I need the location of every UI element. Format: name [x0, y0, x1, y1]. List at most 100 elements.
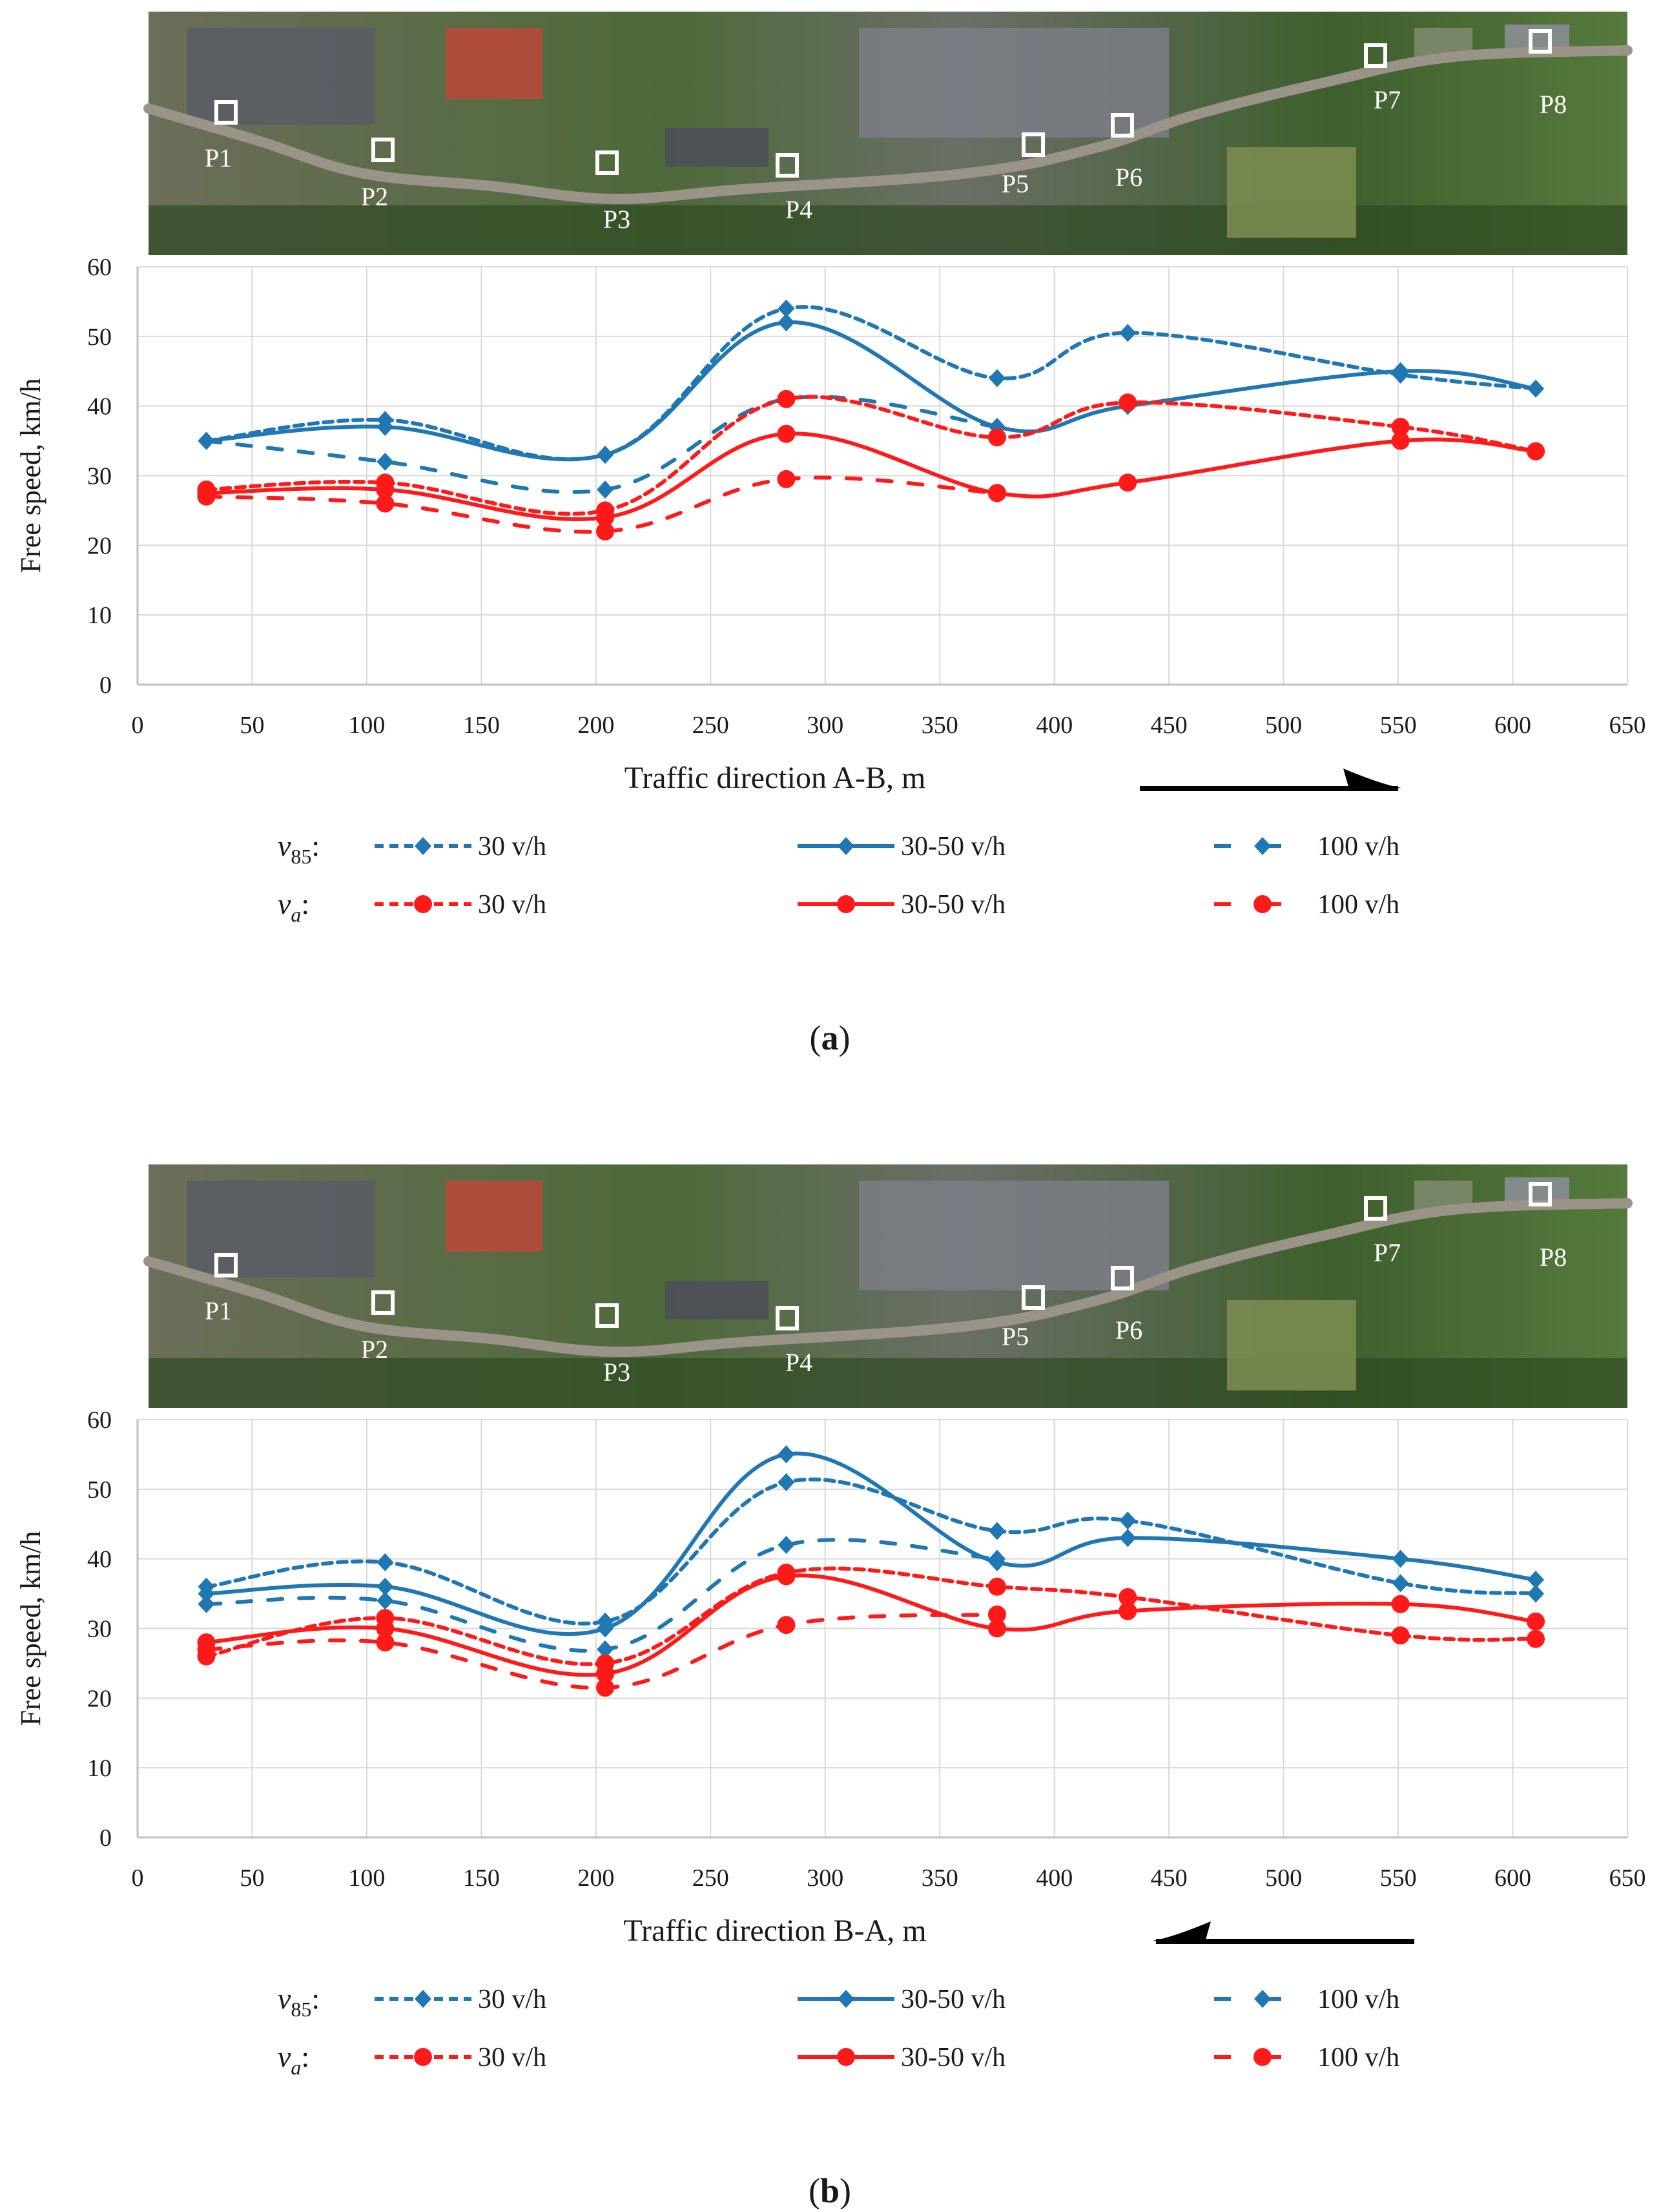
x-tick-label: 250: [692, 712, 729, 739]
point-label-p3: P3: [603, 205, 630, 234]
x-tick-label: 500: [1265, 712, 1302, 739]
series-line: [204, 431, 1538, 521]
x-tick-label: 300: [807, 1865, 843, 1892]
x-tick-label: 100: [348, 712, 385, 739]
data-point-circle: [596, 508, 615, 527]
point-marker-p5: [1022, 1285, 1045, 1310]
data-point-diamond: [778, 1536, 795, 1555]
legend-entry-label: 30-50 v/h: [901, 1985, 1006, 2014]
data-point-diamond: [778, 1473, 795, 1492]
legend-marker-circle: [414, 895, 432, 913]
x-tick-label: 400: [1036, 712, 1073, 739]
series-3: [197, 389, 1545, 520]
x-tick-label: 50: [240, 1865, 264, 1892]
point-label-p7: P7: [1374, 1238, 1401, 1267]
y-tick-label: 20: [87, 532, 112, 559]
series-line: [204, 1538, 999, 1653]
data-point-circle: [987, 1577, 1006, 1596]
legend-colon: :: [311, 829, 320, 862]
legend-symbol: v: [278, 887, 291, 920]
series-5: [197, 470, 1006, 541]
panel-caption: (a): [810, 1018, 851, 1057]
data-point-circle: [987, 484, 1006, 502]
y-tick-label: 0: [99, 1824, 112, 1852]
data-point-diamond: [778, 1445, 795, 1463]
x-tick-label: 400: [1036, 1865, 1073, 1892]
y-tick-label: 30: [87, 1616, 112, 1643]
arrow-shaft: [1140, 786, 1398, 791]
direction-arrow-right-icon: [1140, 769, 1401, 791]
legend-va-label: va:: [278, 2040, 309, 2079]
legend-symbol: v: [278, 2040, 291, 2073]
legend-va-label: va:: [278, 887, 309, 926]
point-marker-p5: [1022, 132, 1045, 157]
x-axis-title: Traffic direction B-A, m: [623, 1914, 926, 1948]
point-label-p3: P3: [603, 1358, 630, 1387]
aerial-road: [143, 45, 1633, 205]
point-marker-p3: [595, 150, 619, 175]
legend-marker-circle: [837, 2048, 855, 2066]
data-point-circle: [777, 424, 796, 443]
legend-entry-label: 30 v/h: [478, 890, 546, 920]
y-axis-title: Free speed, km/h: [15, 1531, 46, 1726]
legend-entry-label: 100 v/h: [1317, 2043, 1399, 2072]
x-tick-label: 650: [1609, 712, 1646, 739]
legend-item: 30-50 v/h: [798, 1985, 1006, 2014]
data-point-circle: [197, 487, 216, 506]
data-point-diamond: [1392, 362, 1409, 380]
data-point-circle: [987, 1605, 1006, 1624]
caption-close: ): [840, 2171, 851, 2209]
point-label-p6: P6: [1115, 1316, 1142, 1345]
caption-open: (: [809, 2171, 820, 2209]
point-marker-p1: [214, 1253, 238, 1277]
data-point-diamond: [1392, 1549, 1409, 1568]
point-marker-p1: [214, 100, 238, 125]
series-2: [198, 1536, 1006, 1659]
point-marker-p7: [1364, 1196, 1387, 1221]
x-axis-title: Traffic direction A-B, m: [624, 761, 926, 795]
legend-v85-label: v85:: [278, 1982, 320, 2021]
x-tick-label: 0: [132, 712, 144, 739]
x-tick-label: 600: [1494, 712, 1531, 739]
legend-marker-diamond: [1254, 1990, 1271, 2008]
legend-entry-label: 30 v/h: [478, 2043, 546, 2072]
legend-item: 100 v/h: [1214, 832, 1399, 862]
y-tick-label: 60: [87, 1407, 112, 1434]
legend-item: 30 v/h: [375, 832, 546, 862]
y-tick-label: 20: [87, 1685, 112, 1712]
data-point-circle: [1527, 1612, 1545, 1631]
caption-close: ): [839, 1018, 851, 1057]
series-4: [197, 1567, 1545, 1683]
x-tick-label: 450: [1151, 712, 1188, 739]
legend-item: 100 v/h: [1214, 890, 1399, 920]
caption-letter: b: [820, 2171, 840, 2209]
x-tick-label: 200: [577, 1865, 614, 1892]
point-label-p5: P5: [1002, 169, 1029, 198]
arrow-head: [1153, 1921, 1211, 1944]
point-marker-p2: [371, 138, 395, 162]
point-marker-p6: [1111, 1266, 1134, 1290]
legend-item: 30-50 v/h: [798, 832, 1006, 862]
point-marker-p3: [595, 1303, 619, 1328]
legend-colon: :: [301, 887, 309, 920]
data-point-diamond: [198, 1584, 215, 1603]
data-point-circle: [1119, 1587, 1137, 1606]
data-point-circle: [1527, 1629, 1545, 1648]
series-line: [204, 1573, 1538, 1677]
plot-area: 0 50 100 150 200 250 300 350 400 450 500 550 600 650 0…: [15, 254, 1646, 795]
legend-marker-diamond: [838, 1990, 854, 2008]
point-label-p2: P2: [361, 182, 388, 211]
data-point-diamond: [1119, 1529, 1137, 1547]
data-point-circle: [1391, 1595, 1410, 1613]
data-point-circle: [987, 428, 1006, 447]
legend-marker-circle: [837, 895, 855, 913]
point-label-p8: P8: [1540, 1243, 1567, 1272]
aerial-building: [665, 1281, 769, 1319]
series-5: [197, 1605, 1006, 1697]
data-point-circle: [987, 1619, 1006, 1638]
legend-entry-label: 30 v/h: [478, 832, 546, 862]
legend-item: 30-50 v/h: [798, 890, 1006, 920]
